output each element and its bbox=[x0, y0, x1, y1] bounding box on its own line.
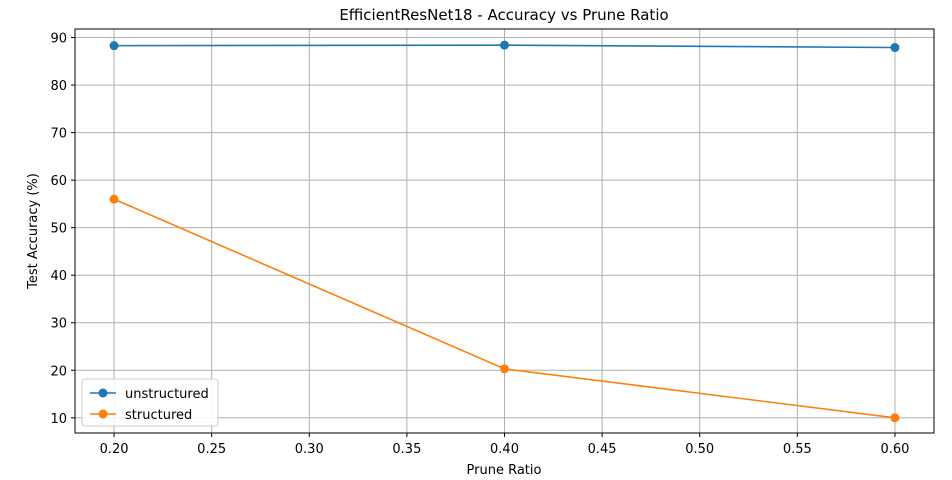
data-point-structured bbox=[109, 194, 119, 204]
y-tick-label: 60 bbox=[50, 174, 67, 189]
x-tick-label: 0.35 bbox=[392, 442, 421, 457]
legend: unstructured structured bbox=[81, 378, 219, 427]
x-tick-label: 0.45 bbox=[588, 442, 617, 457]
y-tick-label: 70 bbox=[50, 127, 67, 142]
x-tick-label: 0.60 bbox=[880, 442, 909, 457]
data-point-structured bbox=[500, 364, 509, 374]
x-tick-label: 0.40 bbox=[490, 442, 519, 457]
x-tick-label: 0.30 bbox=[295, 442, 324, 457]
y-tick-label: 40 bbox=[50, 269, 67, 284]
y-tick-label: 90 bbox=[50, 32, 67, 47]
x-axis-label: Prune Ratio bbox=[467, 463, 542, 478]
data-point-structured bbox=[890, 413, 900, 423]
y-axis: 10 20 30 40 50 60 70 80 90 bbox=[50, 32, 75, 427]
data-point-unstructured bbox=[890, 43, 900, 53]
y-tick-label: 80 bbox=[50, 79, 67, 94]
series-layer bbox=[109, 40, 900, 423]
legend-label: unstructured bbox=[125, 387, 209, 402]
x-axis: 0.20 0.25 0.30 0.35 0.40 0.45 0.50 0.55 0.60 bbox=[100, 433, 909, 457]
chart-title: EfficientResNet18 - Accuracy vs Prune Ra… bbox=[339, 6, 668, 24]
y-tick-label: 20 bbox=[50, 364, 67, 379]
data-point-unstructured bbox=[500, 40, 509, 50]
y-tick-label: 30 bbox=[50, 317, 67, 332]
x-tick-label: 0.55 bbox=[783, 442, 812, 457]
y-tick-label: 10 bbox=[50, 412, 67, 427]
x-tick-label: 0.20 bbox=[100, 442, 129, 457]
legend-marker-unstructured bbox=[98, 388, 108, 398]
data-point-unstructured bbox=[109, 41, 119, 51]
grid bbox=[75, 29, 934, 433]
x-tick-label: 0.50 bbox=[685, 442, 714, 457]
legend-label: structured bbox=[125, 408, 192, 423]
y-axis-label: Test Accuracy (%) bbox=[26, 173, 41, 290]
x-tick-label: 0.25 bbox=[197, 442, 226, 457]
y-tick-label: 50 bbox=[50, 222, 67, 237]
legend-marker-structured bbox=[98, 409, 108, 419]
